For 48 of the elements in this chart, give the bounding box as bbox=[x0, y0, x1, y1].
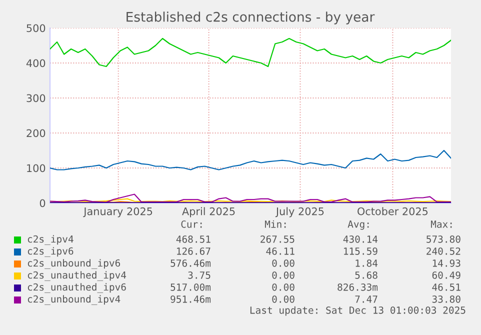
line-series bbox=[50, 150, 451, 170]
x-tick-label: October 2025 bbox=[358, 207, 428, 216]
text: Last update: Sat Dec 13 01:00:03 2025 bbox=[250, 306, 466, 316]
x-tick-label: January 2025 bbox=[83, 207, 152, 218]
legend-label: c2s_unauthed_ipv4 bbox=[28, 271, 126, 281]
y-tick-label: 100 bbox=[27, 164, 46, 172]
text: Max: bbox=[430, 220, 452, 228]
legend-label: c2s_ipv6 bbox=[28, 247, 74, 257]
legend-label: c2s_unauthed_ipv6 bbox=[28, 283, 126, 293]
x-tick-label: April 2025 bbox=[182, 207, 235, 218]
text: 46.51 bbox=[432, 283, 460, 291]
text: 573.80 bbox=[426, 235, 460, 243]
text: 3.75 bbox=[188, 271, 210, 279]
text: 7.47 bbox=[355, 296, 378, 303]
legend-label: c2s_unbound_ipv4 bbox=[28, 295, 120, 305]
text: 0.00 bbox=[272, 271, 294, 279]
text: 1.84 bbox=[356, 259, 378, 267]
text: Avg: bbox=[348, 220, 369, 230]
text: 0.00 bbox=[272, 283, 294, 291]
line-series bbox=[50, 38, 451, 68]
text: 33.80 bbox=[432, 295, 460, 303]
text: 115.59 bbox=[344, 247, 378, 255]
text: Cur: bbox=[181, 220, 202, 228]
text: 240.52 bbox=[426, 247, 460, 255]
legend-label: c2s_unbound_ipv6 bbox=[28, 259, 120, 269]
y-tick-label: 200 bbox=[26, 129, 46, 138]
text: 267.55 bbox=[260, 235, 294, 243]
x-tick-label: July 2025 bbox=[275, 207, 324, 218]
text: 126.67 bbox=[177, 247, 210, 255]
y-tick-label: 0 bbox=[40, 199, 46, 208]
text: 60.49 bbox=[432, 271, 460, 279]
y-tick-label: 400 bbox=[26, 59, 46, 68]
text: 576.46m bbox=[170, 259, 211, 267]
chart-title: Established c2s connections - by year bbox=[126, 12, 375, 24]
y-tick-label: 300 bbox=[26, 94, 46, 102]
text: 951.46m bbox=[170, 295, 211, 303]
text: 14.93 bbox=[432, 259, 460, 267]
text: 826.33m bbox=[338, 283, 378, 291]
text: 5.68 bbox=[355, 271, 378, 279]
text: 46.11 bbox=[266, 247, 294, 255]
text: 468.51 bbox=[176, 235, 210, 243]
text: 0.00 bbox=[272, 259, 294, 267]
legend-label: c2s_ipv4 bbox=[28, 235, 74, 245]
text: 517.00m bbox=[170, 283, 211, 291]
text: Min: bbox=[264, 220, 286, 228]
text: 0.00 bbox=[272, 295, 294, 303]
y-tick-label: 500 bbox=[26, 24, 46, 32]
text: 430.14 bbox=[343, 235, 378, 243]
